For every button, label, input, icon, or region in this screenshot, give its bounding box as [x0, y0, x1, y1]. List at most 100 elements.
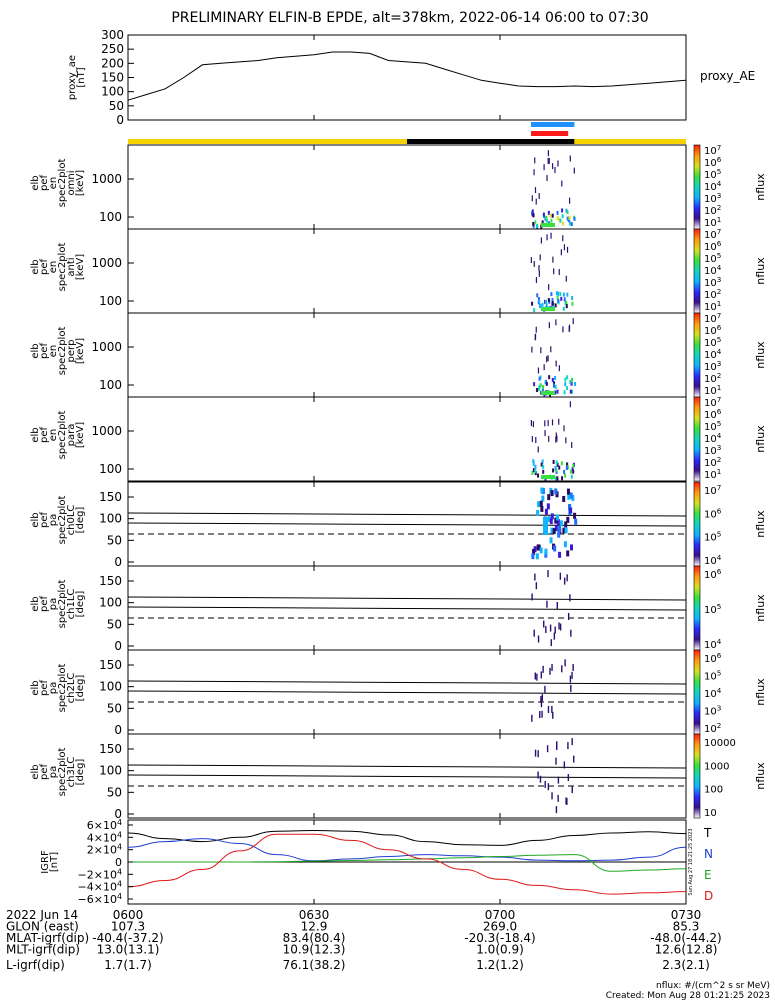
spec-data-cell: [564, 377, 567, 382]
spec-colorbar-tick: 107: [704, 227, 721, 241]
spec-colorbar-tick: 103: [704, 191, 721, 205]
spec-data-cell: [541, 220, 544, 225]
pa-data-cell: [546, 503, 550, 510]
pa-data-cell: [554, 488, 558, 495]
xaxis-row-label: MLT-igrf(dip): [6, 943, 80, 957]
pa-data-cell: [570, 684, 572, 692]
pa-data-cell: [543, 620, 545, 628]
spec-data-cell: [542, 212, 545, 217]
phase-bar-black: [407, 139, 575, 144]
pa-data-cell: [565, 797, 567, 805]
pa-data-cell: [537, 635, 540, 643]
spec-colorbar-tick: 106: [704, 239, 722, 253]
pa-colorbar-tick: 10: [704, 808, 717, 819]
pa-data-cell: [544, 551, 548, 558]
pa-ytick-label: 150: [99, 658, 122, 672]
pa-data-cell: [531, 553, 535, 560]
pa-data-cell: [532, 548, 536, 555]
spec-data-cell: [566, 465, 569, 470]
spec-data-cell: [573, 381, 576, 386]
spec-colorbar-tick: 103: [704, 275, 721, 289]
pa-data-cell: [537, 750, 539, 758]
pa-data-cell: [554, 525, 558, 532]
pa-colorbar-tick: 106: [704, 567, 722, 581]
spec-data-cell: [568, 218, 571, 223]
pa-ytick-label: 50: [107, 701, 122, 715]
spec-data-cell: [571, 467, 574, 472]
loss-cone-line: [127, 596, 687, 601]
pa-data-cell: [563, 577, 566, 585]
pa-data-cell: [553, 545, 557, 552]
igrf-ylabel: IGRF[nT]: [40, 850, 60, 874]
spec-data-cell: [570, 222, 573, 227]
pa-data-cell: [547, 570, 549, 578]
spec-ytick-label: 1000: [91, 172, 122, 186]
spec-data-cell: [561, 214, 564, 219]
spec-data-cell: [566, 210, 569, 215]
pa-data-cell: [550, 490, 554, 497]
spec-data-cell: [534, 220, 537, 225]
spec-data-cell: [541, 459, 544, 464]
pa-colorbar-tick: 104: [704, 686, 722, 700]
pa-colorbar-0: [693, 481, 701, 567]
pa-data-cell: [566, 516, 570, 523]
pa-data-cell: [558, 551, 562, 558]
xaxis-row-value: 13.0(13.1): [97, 943, 160, 957]
loss-cone-line: [127, 764, 687, 769]
pa-data-cell: [571, 738, 573, 746]
pa-data-cell: [535, 553, 539, 560]
spec-data-cell: [556, 476, 559, 481]
pa-data-cell: [564, 659, 566, 667]
igrf-ytick-label: −6×104: [78, 892, 122, 906]
spec-data-cell: [554, 465, 557, 470]
igrf-side-stamp: Sun Aug 27 18:21:25 2023: [688, 828, 694, 895]
spec-colorbar-tick: 105: [704, 251, 721, 265]
spec-colorbar-tick: 102: [704, 287, 721, 301]
spec-data-cell: [531, 209, 534, 214]
spec-data-cell: [541, 475, 555, 479]
spec-colorbar-label: nflux: [754, 173, 767, 201]
pa-data-cell: [556, 602, 558, 610]
pa-colorbar-tick: 106: [704, 651, 722, 665]
spec-colorbar-tick: 104: [704, 347, 722, 361]
pa-data-cell: [556, 743, 558, 751]
pa-data-cell: [554, 517, 558, 524]
spec-data-cell: [565, 301, 568, 306]
pa-colorbar-3: [693, 733, 701, 819]
spec-panel-frame-2: [127, 312, 687, 398]
spec-colorbar-tick: 101: [704, 383, 721, 397]
pa-data-cell: [557, 776, 560, 784]
pa-colorbar-tick: 100: [704, 785, 723, 796]
ae-ytick-label: 250: [101, 42, 124, 56]
spec-data-cell: [534, 464, 537, 469]
pa-panel-frame-3: [127, 733, 687, 819]
spec-ytick-label: 100: [99, 210, 122, 224]
spec-data-cell: [568, 215, 571, 220]
spec-colorbar-label: nflux: [754, 257, 767, 285]
pa-colorbar-label: nflux: [754, 510, 767, 538]
pa-data-cell: [539, 775, 542, 783]
pa-data-cell: [569, 594, 571, 602]
pa-data-cell: [539, 711, 541, 719]
spec-data-cell: [573, 216, 576, 221]
ae-ytick-label: 100: [101, 85, 124, 99]
spec-data-cell: [562, 306, 565, 311]
spec-data-cell: [551, 213, 554, 218]
pa-data-cell: [567, 774, 570, 782]
pa-data-cell: [536, 509, 540, 516]
pa-data-cell: [545, 626, 547, 634]
spec-colorbar-tick: 104: [704, 263, 722, 277]
spec-data-cell: [562, 292, 565, 297]
pa-data-cell: [549, 537, 553, 544]
pa-data-cell: [539, 500, 543, 507]
pa-data-cell: [540, 696, 542, 704]
pa-colorbar-tick: 104: [704, 637, 722, 651]
pa-data-cell: [557, 531, 561, 538]
xaxis-row-value: 0600: [113, 908, 144, 922]
pa-data-cell: [540, 700, 543, 708]
spec-colorbar-tick: 106: [704, 323, 722, 337]
pa-colorbar-label: nflux: [754, 594, 767, 622]
spec-colorbar-tick: 105: [704, 167, 721, 181]
ae-ytick-label: 150: [101, 71, 124, 85]
loss-cone-line: [127, 512, 687, 517]
